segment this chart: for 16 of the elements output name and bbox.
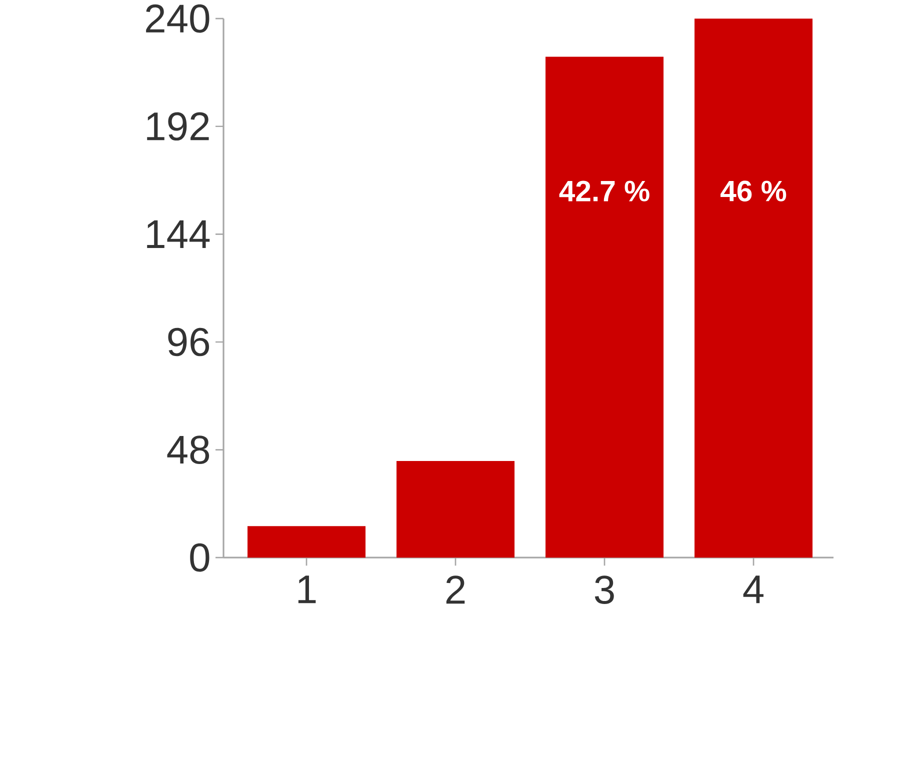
bar	[248, 526, 366, 558]
y-tick-label: 96	[168, 328, 210, 356]
annotation: 42.7 %	[559, 180, 650, 202]
x-tick-label: 2	[446, 576, 465, 604]
y-tick-label: 192	[147, 112, 209, 141]
y-tick-label: 240	[146, 4, 210, 33]
bar	[396, 461, 515, 558]
y-tick-label: 48	[167, 436, 210, 464]
x-tick-label: 4	[743, 576, 764, 604]
y-tick-label: 144	[147, 220, 210, 248]
bar	[694, 18, 813, 558]
bar	[546, 56, 664, 558]
x-tick-label: 1	[298, 576, 316, 604]
x-tick-label: 3	[594, 576, 614, 604]
annotation: 46 %	[720, 180, 786, 202]
y-tick-label: 0	[190, 543, 210, 572]
